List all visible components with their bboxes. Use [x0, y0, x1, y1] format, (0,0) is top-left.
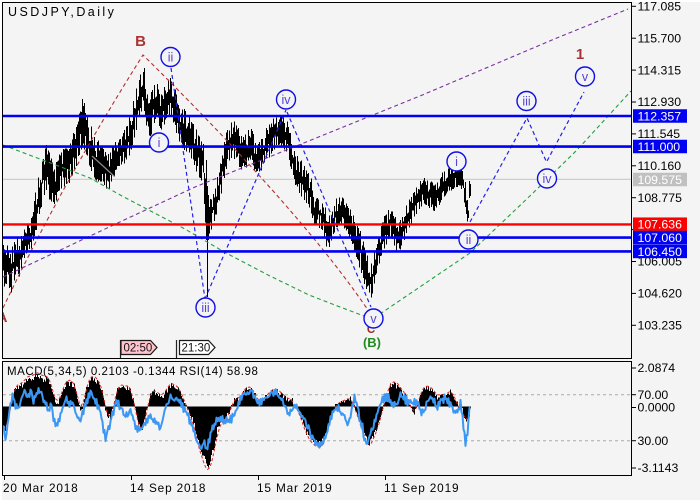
svg-text:117.085: 117.085: [638, 0, 682, 14]
svg-text:(B): (B): [363, 335, 381, 350]
svg-text:02:50: 02:50: [124, 343, 153, 355]
svg-text:1: 1: [576, 46, 584, 63]
svg-text:114.315: 114.315: [638, 63, 682, 77]
svg-text:112.930: 112.930: [638, 95, 682, 109]
svg-text:115.700: 115.700: [638, 31, 682, 45]
svg-text:ii: ii: [466, 233, 472, 247]
svg-text:v: v: [582, 70, 589, 84]
svg-text:30.00: 30.00: [638, 434, 669, 448]
svg-text:i: i: [158, 136, 161, 150]
svg-text:14 Sep 2018: 14 Sep 2018: [130, 481, 206, 495]
svg-text:107.060: 107.060: [638, 231, 683, 245]
svg-text:2.0874: 2.0874: [638, 361, 676, 375]
svg-text:USDJPY,Daily: USDJPY,Daily: [8, 5, 116, 19]
svg-text:iv: iv: [542, 172, 552, 186]
svg-text:107.636: 107.636: [638, 218, 683, 232]
svg-text:C: C: [367, 324, 375, 336]
svg-text:A: A: [0, 309, 8, 326]
svg-text:v: v: [370, 312, 377, 326]
svg-text:15 Mar 2019: 15 Mar 2019: [257, 481, 333, 495]
svg-text:-3.1143: -3.1143: [638, 461, 679, 475]
svg-text:109.575: 109.575: [638, 173, 683, 187]
svg-text:103.235: 103.235: [638, 319, 683, 333]
svg-text:ii: ii: [168, 51, 174, 65]
svg-text:70.00: 70.00: [638, 388, 669, 402]
svg-text:108.775: 108.775: [638, 191, 683, 205]
svg-text:0.0000: 0.0000: [638, 401, 676, 415]
svg-text:iv: iv: [281, 93, 291, 107]
svg-text:112.357: 112.357: [638, 109, 682, 123]
svg-text:iii: iii: [201, 301, 209, 315]
svg-text:i: i: [455, 155, 458, 169]
svg-text:20 Mar 2018: 20 Mar 2018: [3, 481, 79, 495]
svg-text:106.450: 106.450: [638, 245, 683, 259]
svg-text:MACD(5,34,5) 0.2103 -0.1344 RS: MACD(5,34,5) 0.2103 -0.1344 RSI(14) 58.9…: [7, 366, 258, 378]
svg-text:111.545: 111.545: [638, 127, 681, 141]
svg-text:106.005: 106.005: [638, 255, 683, 269]
svg-text:21:30: 21:30: [182, 343, 211, 355]
svg-text:111.000: 111.000: [638, 140, 681, 154]
svg-text:104.620: 104.620: [638, 287, 683, 301]
svg-text:B: B: [135, 33, 146, 50]
svg-text:11 Sep 2019: 11 Sep 2019: [384, 481, 459, 495]
svg-text:110.160: 110.160: [638, 159, 682, 173]
svg-text:iii: iii: [522, 95, 530, 109]
